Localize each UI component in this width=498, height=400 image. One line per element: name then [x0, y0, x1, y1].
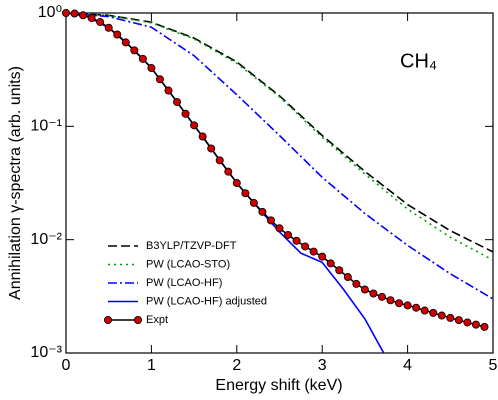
- data-point: [309, 247, 318, 256]
- data-point: [360, 285, 369, 294]
- data-point: [292, 236, 301, 245]
- data-point: [147, 64, 156, 73]
- data-point: [437, 311, 446, 320]
- data-point: [130, 46, 139, 55]
- legend-label: B3YLP/TZVP-DFT: [146, 240, 237, 252]
- data-point: [386, 296, 395, 305]
- data-point: [446, 313, 455, 322]
- data-point: [258, 207, 267, 216]
- data-point: [301, 242, 310, 251]
- data-point: [343, 273, 352, 282]
- data-point: [215, 156, 224, 165]
- data-point: [412, 303, 421, 312]
- data-point: [232, 179, 241, 188]
- plot-frame: [65, 12, 494, 354]
- x-tick-label: 3: [318, 357, 327, 374]
- data-point: [79, 11, 88, 20]
- y-tick-label: 10⁻¹: [30, 118, 62, 135]
- data-point: [275, 224, 284, 233]
- y-tick-label: 10⁻²: [30, 231, 62, 248]
- data-point: [266, 216, 275, 225]
- data-point: [121, 38, 130, 47]
- data-point: [403, 301, 412, 310]
- data-point: [198, 132, 207, 141]
- x-tick-label: 5: [489, 357, 498, 374]
- legend-marker: [104, 315, 113, 324]
- x-axis-label: Energy shift (keV): [215, 377, 342, 394]
- series-line: [66, 12, 493, 300]
- data-point: [104, 23, 113, 32]
- data-point: [207, 144, 216, 153]
- data-point: [164, 86, 173, 95]
- data-point: [96, 18, 105, 27]
- data-point: [377, 292, 386, 301]
- data-point: [318, 252, 327, 261]
- x-tick-label: 4: [403, 357, 412, 374]
- data-point: [352, 279, 361, 288]
- data-point: [463, 318, 472, 327]
- legend-label: PW (LCAO-STO): [146, 258, 230, 270]
- data-point: [480, 322, 489, 331]
- legend-label: PW (LCAO-HF) adjusted: [146, 295, 267, 307]
- data-point: [62, 8, 71, 17]
- data-point: [241, 189, 250, 198]
- data-point: [395, 299, 404, 308]
- data-point: [471, 320, 480, 329]
- x-tick-label: 2: [232, 357, 241, 374]
- y-axis-label: Annihilation γ-spectra (arb. units): [7, 66, 24, 300]
- series-line: [66, 12, 493, 261]
- data-point: [454, 316, 463, 325]
- legend-marker: [133, 315, 142, 324]
- data-point: [155, 75, 164, 84]
- annotation: CH₄: [400, 50, 437, 72]
- legend-label: PW (LCAO-HF): [146, 277, 222, 289]
- y-tick-label: 10⁰: [38, 4, 62, 21]
- data-point: [369, 289, 378, 298]
- data-point: [284, 230, 293, 239]
- data-point: [249, 198, 258, 207]
- data-point: [173, 97, 182, 106]
- data-point: [113, 30, 122, 39]
- data-point: [420, 306, 429, 315]
- series-line: [66, 12, 493, 253]
- x-tick-label: 1: [147, 357, 156, 374]
- data-point: [190, 121, 199, 130]
- x-tick-label: 0: [62, 357, 71, 374]
- data-point: [87, 14, 96, 23]
- data-point: [335, 266, 344, 275]
- data-point: [138, 54, 147, 63]
- data-point: [224, 167, 233, 176]
- data-point: [181, 109, 190, 118]
- data-point: [326, 259, 335, 268]
- y-tick-label: 10⁻³: [30, 344, 62, 361]
- data-point: [429, 308, 438, 317]
- data-point: [70, 9, 79, 18]
- legend-label: Expt: [146, 314, 168, 326]
